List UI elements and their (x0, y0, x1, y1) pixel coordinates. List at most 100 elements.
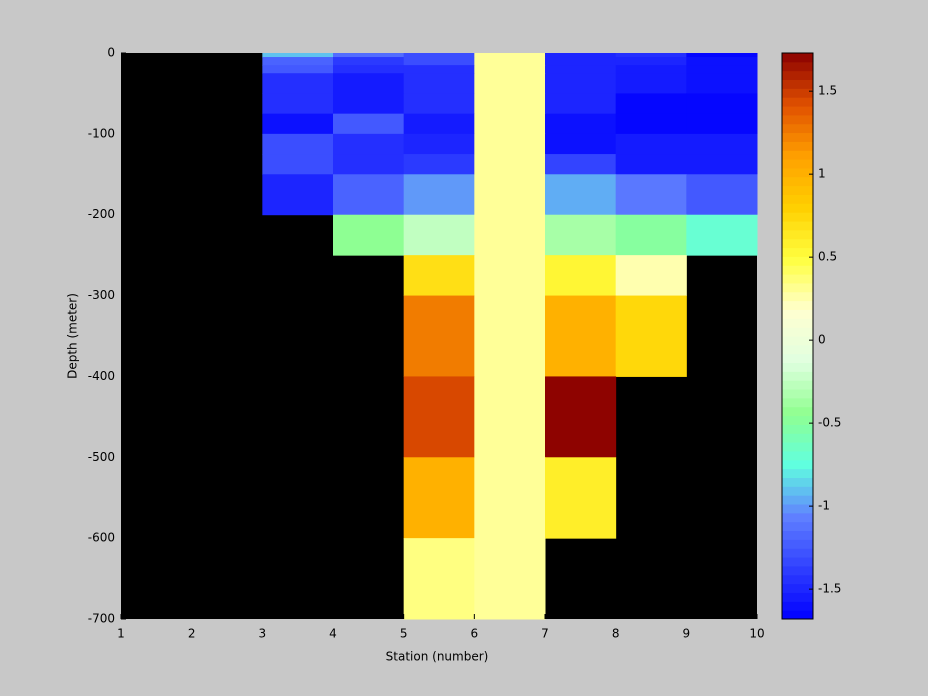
colorbar-segment (782, 442, 813, 452)
heatmap-cell (333, 174, 405, 216)
heatmap-cell (545, 214, 617, 256)
heatmap-cell (474, 174, 546, 216)
colorbar-segment (782, 238, 813, 249)
colorbar-segment (782, 371, 813, 381)
x-tick-label: 2 (188, 627, 196, 641)
heatmap-cell (545, 174, 617, 216)
heatmap-cell (474, 53, 546, 58)
y-tick-label: -600 (88, 531, 115, 545)
colorbar-segment (782, 327, 813, 337)
colorbar-segment (782, 309, 813, 319)
heatmap-cell (615, 57, 687, 66)
colorbar-segment (782, 565, 813, 576)
colorbar-segment (782, 557, 813, 567)
heatmap-cell (545, 255, 617, 297)
heatmap-cell (403, 295, 475, 377)
colorbar-tick-label: 0.5 (818, 250, 837, 264)
y-tick-label: -100 (88, 126, 115, 140)
x-tick-label: 4 (329, 627, 337, 641)
colorbar-segment (782, 468, 813, 478)
heatmap-cell (686, 133, 758, 155)
heatmap-cell (686, 53, 758, 58)
heatmap-cell (615, 214, 687, 256)
colorbar-tick-label: 0 (818, 333, 826, 347)
colorbar-segment (782, 397, 813, 408)
heatmap-cell (333, 57, 405, 66)
heatmap-cell (403, 57, 475, 66)
colorbar-segment (782, 601, 813, 611)
x-axis-label: Station (number) (386, 650, 489, 664)
y-tick-label: -400 (88, 369, 115, 383)
heatmap-cell (262, 57, 334, 66)
colorbar-segment (782, 70, 813, 81)
colorbar-tick-label: 1 (818, 167, 826, 181)
y-tick-label: -300 (88, 288, 115, 302)
heatmap-cell (403, 174, 475, 216)
x-tick-label: 8 (612, 627, 620, 641)
heatmap-cell (615, 154, 687, 175)
colorbar-segment (782, 132, 813, 142)
colorbar-segment (782, 229, 813, 240)
heatmap-cell (474, 73, 546, 94)
colorbar-segment (782, 415, 813, 425)
colorbar-segment (782, 194, 813, 204)
colorbar-segment (782, 282, 813, 293)
colorbar-segment (782, 530, 813, 540)
heatmap-cell (262, 93, 334, 115)
colorbar-segment (782, 610, 813, 620)
heatmap-cell (403, 214, 475, 256)
colorbar-segment (782, 203, 813, 213)
colorbar-segment (782, 362, 813, 372)
heatmap-cell (615, 53, 687, 58)
colorbar-segment (782, 450, 813, 461)
colorbar-segment (782, 433, 813, 443)
heatmap-cell (333, 93, 405, 115)
colorbar-segment (782, 274, 813, 284)
x-tick-label: 7 (541, 627, 549, 641)
heatmap-cell (686, 214, 758, 256)
heatmap-cell (403, 376, 475, 458)
y-tick-label: 0 (107, 46, 115, 60)
heatmap-cell (545, 65, 617, 74)
heatmap-cell (474, 457, 546, 539)
colorbar-tick-label: 1.5 (818, 84, 837, 98)
heatmap-cell (333, 133, 405, 155)
heatmap-cell (686, 93, 758, 115)
colorbar-segment (782, 159, 813, 169)
y-tick-label: -200 (88, 207, 115, 221)
heatmap-cell (262, 174, 334, 216)
heatmap-cell (686, 57, 758, 66)
heatmap-cell (686, 65, 758, 74)
heatmap-cell (333, 73, 405, 94)
heatmap-cell (403, 255, 475, 297)
colorbar-segment (782, 486, 813, 496)
colorbar-segment (782, 150, 813, 160)
heatmap-cell (545, 376, 617, 458)
heatmap-cell (545, 113, 617, 135)
heatmap-cell (545, 93, 617, 115)
heatmap-cell (686, 73, 758, 94)
heatmap-cell (403, 154, 475, 175)
colorbar-segment (782, 106, 813, 116)
heatmap-cell (615, 113, 687, 135)
heatmap-cell (474, 113, 546, 135)
colorbar-segment (782, 123, 813, 134)
heatmap-cell (333, 154, 405, 175)
heatmap-cell (403, 65, 475, 74)
colorbar-segment (782, 512, 813, 523)
colorbar-segment (782, 336, 813, 346)
heatmap-cell (615, 133, 687, 155)
colorbar-segment (782, 247, 813, 257)
colorbar-segment (782, 344, 813, 355)
heatmap-cell (545, 133, 617, 155)
heatmap-cell (545, 154, 617, 175)
colorbar-tick-label: -0.5 (818, 416, 841, 430)
colorbar-segment (782, 53, 813, 63)
heatmap-cell (333, 214, 405, 256)
colorbar-segment (782, 459, 813, 470)
heatmap-cell (474, 93, 546, 115)
heatmap-cell (474, 255, 546, 297)
heatmap-cell (403, 93, 475, 115)
colorbar-segment (782, 185, 813, 195)
